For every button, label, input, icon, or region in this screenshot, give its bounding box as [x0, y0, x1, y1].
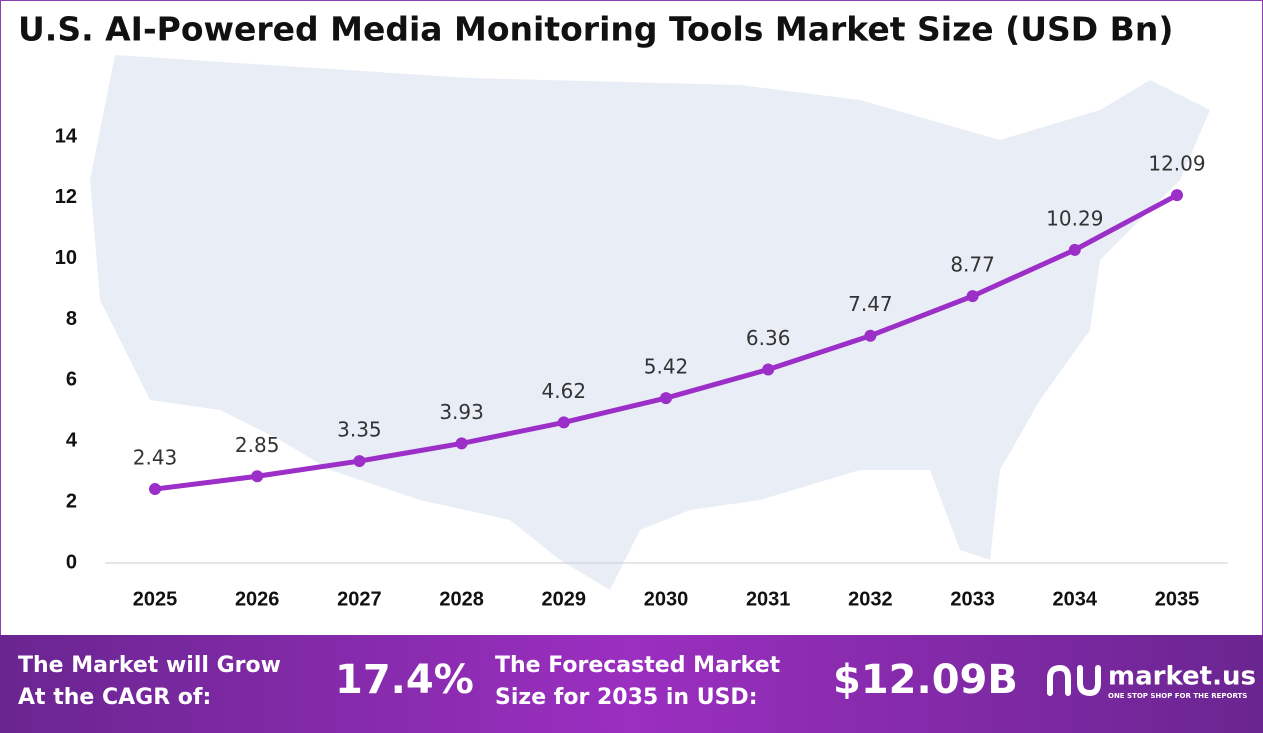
value-label: 4.62: [542, 379, 587, 403]
value-label: 12.09: [1148, 152, 1205, 176]
x-tick-label: 2031: [746, 588, 791, 610]
value-label: 3.93: [439, 400, 484, 424]
y-tick-label: 10: [55, 247, 77, 269]
cagr-text: At the CAGR of:: [18, 685, 211, 710]
y-tick-label: 14: [55, 125, 78, 147]
marker: [660, 392, 672, 405]
value-label: 10.29: [1046, 206, 1103, 230]
marker: [557, 416, 570, 429]
x-tick-label: 2028: [439, 588, 484, 610]
cagr-value: 17.4%: [335, 657, 474, 703]
marker: [966, 290, 979, 303]
x-tick-label: 2025: [133, 588, 178, 610]
x-tick-label: 2027: [337, 588, 382, 610]
marker: [455, 437, 468, 450]
value-label: 3.35: [337, 418, 382, 442]
x-tick-label: 2034: [1053, 588, 1098, 610]
y-tick-label: 4: [66, 430, 78, 452]
cagr-text: The Market will Grow: [18, 653, 281, 678]
forecast-value: $12.09B: [833, 657, 1018, 703]
marker: [1068, 243, 1081, 256]
y-tick-label: 12: [55, 186, 77, 208]
y-tick-label: 0: [66, 551, 77, 573]
x-tick-label: 2026: [235, 588, 280, 610]
value-label: 5.42: [644, 355, 689, 379]
y-tick-label: 2: [66, 490, 77, 512]
marker: [864, 329, 877, 342]
marker: [251, 470, 264, 483]
value-label: 6.36: [746, 326, 791, 350]
brand-logo: [1047, 664, 1101, 697]
value-label: 2.85: [235, 433, 280, 457]
marker: [149, 483, 161, 496]
forecast-text: Size for 2035 in USD:: [495, 685, 758, 710]
y-tick-label: 8: [66, 308, 77, 330]
value-label: 7.47: [848, 292, 893, 316]
tagline: ONE STOP SHOP FOR THE REPORTS: [1108, 692, 1247, 700]
brand: market.us: [1108, 662, 1256, 692]
x-tick-label: 2035: [1155, 588, 1200, 610]
map-silhouette: [90, 55, 1210, 590]
x-tick-label: 2032: [848, 588, 893, 610]
x-tick-label: 2033: [950, 588, 995, 610]
forecast-text: The Forecasted Market: [495, 653, 781, 678]
value-label: 8.77: [950, 253, 995, 277]
x-tick-label: 2030: [644, 588, 689, 610]
x-tick-label: 2029: [542, 588, 587, 610]
value-label: 2.43: [133, 446, 178, 470]
marker: [353, 455, 366, 468]
footer-band: [0, 635, 1263, 733]
marker: [762, 363, 775, 376]
chart-title: U.S. AI-Powered Media Monitoring Tools M…: [18, 10, 1173, 49]
marker: [1171, 189, 1183, 202]
y-tick-label: 6: [66, 369, 77, 391]
